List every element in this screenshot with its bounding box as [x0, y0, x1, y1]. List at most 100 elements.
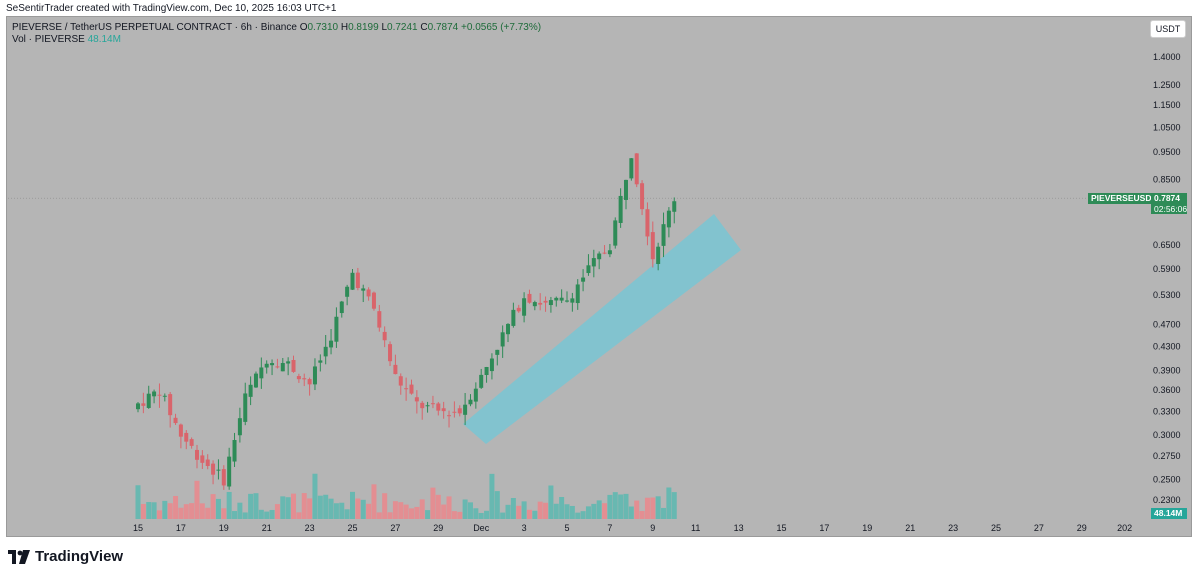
volume-bar	[446, 496, 452, 519]
candle-body	[522, 298, 527, 316]
candle-body	[388, 344, 393, 362]
tradingview-logo[interactable]: TradingView	[8, 548, 123, 565]
candle-body	[216, 469, 221, 471]
candle-body	[318, 360, 323, 363]
candle-body	[323, 346, 328, 357]
volume-bar	[328, 498, 334, 519]
y-tick-label: 0.6500	[1153, 240, 1181, 250]
volume-legend: Vol · PIEVERSE 48.14M	[12, 34, 121, 45]
candle-body	[194, 449, 199, 460]
x-tick-label: 9	[650, 523, 655, 533]
volume-bar	[350, 491, 355, 519]
volume-bar	[221, 508, 227, 519]
candle-body	[420, 402, 425, 409]
volume-bar	[355, 498, 361, 519]
candle-body	[586, 265, 591, 274]
candle-body	[221, 469, 226, 486]
candle-body	[264, 363, 269, 368]
volume-bar	[210, 494, 216, 519]
volume-bar	[532, 510, 538, 519]
x-tick-label: 21	[262, 523, 272, 533]
candle-body	[613, 220, 618, 246]
candle-body	[307, 379, 312, 385]
volume-bar	[264, 511, 270, 519]
candle-body	[484, 366, 489, 376]
candle-body	[463, 404, 468, 415]
candle-body	[607, 250, 612, 255]
candle-body	[634, 153, 639, 185]
volume-bar	[526, 509, 532, 519]
candle-body	[516, 307, 521, 312]
x-tick-label: 29	[433, 523, 443, 533]
candle-body	[645, 209, 650, 237]
candle-body	[532, 302, 537, 307]
candle-body	[377, 311, 382, 328]
candle-body	[650, 232, 655, 260]
candle-body	[157, 394, 162, 396]
chart-pane[interactable]	[6, 16, 1192, 537]
y-tick-label: 0.3000	[1153, 430, 1181, 440]
close-label: C	[420, 22, 428, 33]
volume-bar	[173, 495, 179, 519]
y-tick-label: 0.3300	[1153, 406, 1181, 416]
volume-bar	[146, 502, 152, 519]
volume-bar	[462, 499, 468, 519]
candle-body	[511, 309, 516, 326]
candle-body	[275, 366, 280, 368]
y-tick-label: 0.8500	[1153, 174, 1181, 184]
volume-bar	[564, 504, 570, 519]
volume-bar	[307, 498, 313, 519]
candle-body	[548, 300, 553, 306]
volume-bar	[569, 505, 575, 519]
volume-bar	[430, 487, 436, 519]
candle-body	[152, 391, 157, 397]
y-tick-label: 1.1500	[1153, 100, 1181, 110]
volume-bar	[494, 491, 500, 519]
candle-body	[666, 210, 671, 228]
volume-value: 48.14M	[87, 34, 121, 45]
candle-body	[473, 388, 478, 402]
volume-bar	[269, 509, 275, 519]
volume-bar	[473, 508, 479, 519]
candle-body	[253, 373, 258, 388]
x-tick-label: 19	[862, 523, 872, 533]
volume-bar	[333, 503, 339, 519]
volume-bar	[655, 496, 661, 519]
candle-body	[339, 301, 344, 314]
candle-body	[168, 394, 173, 416]
volume-bar	[167, 503, 173, 519]
high-label: H	[340, 22, 349, 33]
candle-body	[205, 459, 210, 466]
y-tick-label: 0.3900	[1153, 365, 1181, 375]
candle-body	[248, 384, 253, 397]
candle-body	[162, 395, 167, 397]
volume-bar	[194, 480, 200, 519]
volume-bar	[253, 493, 259, 519]
volume-bar	[591, 503, 597, 519]
volume-label: Vol · PIEVERSE	[12, 34, 85, 45]
volume-bar	[489, 473, 495, 519]
volume-bar	[162, 500, 168, 519]
y-tick-label: 0.4300	[1153, 342, 1181, 352]
candle-body	[452, 411, 457, 413]
volume-bar	[205, 507, 211, 519]
candle-body	[479, 374, 484, 388]
volume-bar	[596, 500, 602, 519]
volume-bar	[285, 497, 291, 519]
symbol-price-tag: PIEVERSEUSDT.P	[1088, 193, 1167, 204]
volume-bar	[618, 494, 624, 519]
candle-body	[436, 403, 441, 411]
y-tick-label: 0.5900	[1153, 264, 1181, 274]
volume-bar	[215, 498, 221, 519]
volume-bar	[199, 503, 205, 519]
volume-bar	[398, 502, 404, 519]
volume-bar	[226, 491, 232, 519]
candle-body	[640, 183, 645, 210]
volume-bar	[156, 510, 162, 519]
volume-bar	[376, 512, 382, 519]
y-tick-label: 0.2750	[1153, 451, 1181, 461]
currency-button[interactable]: USDT	[1150, 20, 1186, 38]
volume-bar	[537, 501, 543, 519]
candle-body	[237, 418, 242, 436]
